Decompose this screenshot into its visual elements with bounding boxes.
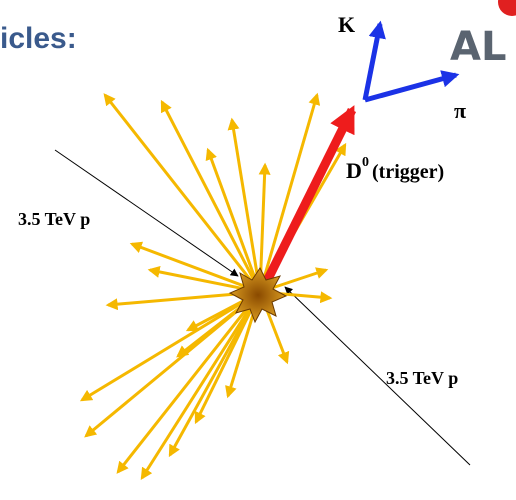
- diagram: icles: AL K π D 0 (trigger) 3.5 TeV p 3.…: [0, 0, 516, 500]
- pion-label: π: [454, 98, 466, 123]
- particle-track: [86, 292, 260, 436]
- title: icles:: [0, 22, 77, 55]
- trigger-label: (trigger): [372, 161, 444, 183]
- beam-label: 3.5 TeV p: [386, 368, 458, 388]
- beam-label: 3.5 TeV p: [18, 209, 90, 229]
- particle-track: [142, 292, 260, 478]
- particle-track: [118, 292, 260, 472]
- kaon-track: [365, 24, 380, 100]
- logo: AL: [450, 24, 506, 70]
- logo-mark: [498, 0, 516, 16]
- pion-track: [365, 75, 456, 100]
- particle-track: [208, 150, 260, 292]
- collision: [230, 268, 286, 322]
- d-meson-superscript: 0: [362, 155, 369, 170]
- kaon-label: K: [338, 12, 355, 37]
- d-meson-track: [265, 110, 352, 285]
- particle-tracks: [82, 95, 345, 478]
- d-meson-label: D: [346, 158, 362, 183]
